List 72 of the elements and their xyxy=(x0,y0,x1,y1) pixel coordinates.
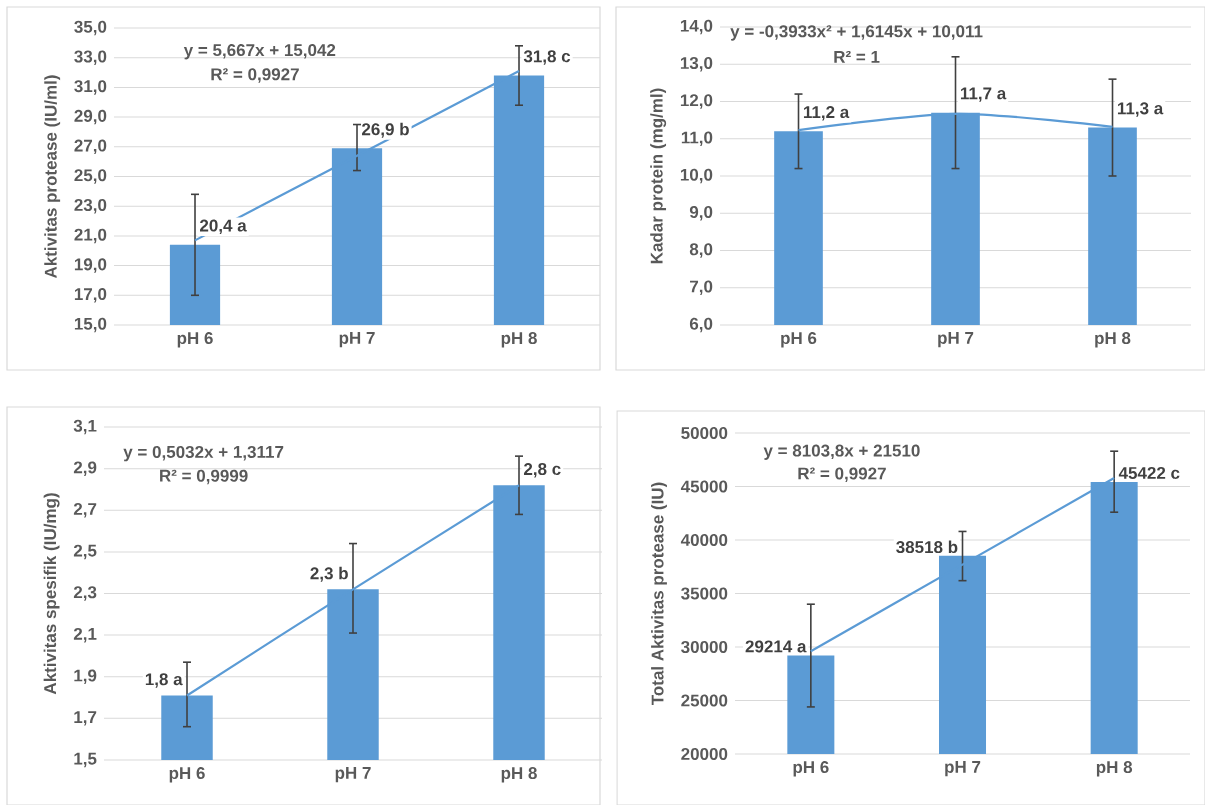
data-label: 2,8 c xyxy=(524,463,561,478)
data-label: 31,8 c xyxy=(523,50,571,65)
annotation: R² = 0,9927 xyxy=(798,467,886,482)
annotation: y = 8103,8x + 21510 xyxy=(763,444,920,460)
y-axis-title: Kadar protein (mg/ml) xyxy=(650,88,667,264)
y-tick-label: 35,0 xyxy=(74,20,107,36)
y-tick-label: 31,0 xyxy=(74,80,107,95)
y-axis-title: Aktivitas spesifik (IU/mg) xyxy=(43,493,60,695)
data-label: 11,2 a xyxy=(803,106,850,121)
y-tick-label: 2,9 xyxy=(73,461,97,476)
y-tick-label: 50000 xyxy=(681,427,728,440)
y-tick-label: 14,0 xyxy=(680,19,713,35)
data-label: 1,8 a xyxy=(145,673,183,688)
y-tick-label: 21,0 xyxy=(74,228,107,244)
y-axis-title: Aktivitas protease (IU/ml) xyxy=(44,75,61,279)
data-label: 20,4 a xyxy=(200,219,247,235)
y-tick-label: 1,7 xyxy=(74,711,97,726)
y-tick-label: 20000 xyxy=(681,748,728,761)
data-label: 38518 b xyxy=(896,540,958,554)
y-tick-label: 10,0 xyxy=(680,168,713,184)
y-tick-label: 40000 xyxy=(680,534,728,547)
data-label: 26,9 b xyxy=(362,122,409,138)
x-tick-label: pH 8 xyxy=(1096,761,1133,777)
y-tick-label: 9,0 xyxy=(689,206,713,221)
y-tick-label: 19,0 xyxy=(74,258,107,273)
y-tick-label: 15,0 xyxy=(74,317,107,333)
y-tick-label: 2,3 xyxy=(73,586,97,601)
y-tick-label: 2,5 xyxy=(73,544,97,560)
y-tick-label: 11,0 xyxy=(681,131,713,146)
data-label: 11,7 a xyxy=(960,87,1007,102)
x-tick-label: pH 6 xyxy=(781,332,817,348)
annotation: y = 0,5032x + 1,3117 xyxy=(123,445,284,462)
x-tick-label: pH 8 xyxy=(1095,332,1131,348)
x-tick-label: pH 7 xyxy=(335,767,371,783)
y-tick-label: 33,0 xyxy=(74,50,107,65)
y-tick-label: 29,0 xyxy=(74,109,107,125)
x-tick-label: pH 7 xyxy=(339,332,375,348)
x-tick-label: pH 8 xyxy=(501,767,537,783)
y-tick-label: 25000 xyxy=(681,694,728,707)
y-tick-label: 17,0 xyxy=(74,288,107,303)
y-tick-label: 6,0 xyxy=(689,317,713,333)
data-label: 2,3 b xyxy=(310,566,348,582)
y-tick-label: 2,1 xyxy=(73,627,97,643)
annotation: R² = 1 xyxy=(834,50,880,63)
y-tick-label: 27,0 xyxy=(74,139,107,155)
y-tick-label: 12,0 xyxy=(680,94,713,109)
x-tick-label: pH 7 xyxy=(945,761,981,777)
x-tick-label: pH 6 xyxy=(177,332,213,348)
x-tick-label: pH 8 xyxy=(501,332,537,348)
y-tick-label: 1,9 xyxy=(74,669,97,684)
data-label: 29214 a xyxy=(745,640,807,653)
y-tick-label: 13,0 xyxy=(680,57,713,72)
y-tick-label: 45000 xyxy=(680,480,728,493)
y-tick-label: 7,0 xyxy=(690,280,713,295)
y-tick-label: 2,7 xyxy=(73,503,97,518)
annotation: y = -0,3933x² + 1,6145x + 10,011 xyxy=(730,25,983,41)
y-tick-label: 3,1 xyxy=(73,419,97,435)
x-tick-label: pH 6 xyxy=(793,761,829,777)
annotation: R² = 0,9999 xyxy=(160,469,248,485)
y-tick-label: 35000 xyxy=(681,587,728,600)
annotation: R² = 0,9927 xyxy=(211,68,299,83)
y-tick-label: 1,5 xyxy=(74,752,97,768)
y-tick-label: 8,0 xyxy=(689,243,713,258)
y-axis-title: Total Aktivitas protease (IU) xyxy=(651,482,667,706)
annotation: y = 5,667x + 15,042 xyxy=(183,44,336,60)
data-label: 45422 c xyxy=(1118,466,1180,479)
y-tick-label: 25,0 xyxy=(74,169,107,184)
x-tick-label: pH 6 xyxy=(169,767,205,783)
x-tick-label: pH 7 xyxy=(938,332,974,348)
data-label: 11,3 a xyxy=(1117,102,1164,117)
y-tick-label: 23,0 xyxy=(74,198,107,214)
y-tick-label: 30000 xyxy=(681,640,728,654)
